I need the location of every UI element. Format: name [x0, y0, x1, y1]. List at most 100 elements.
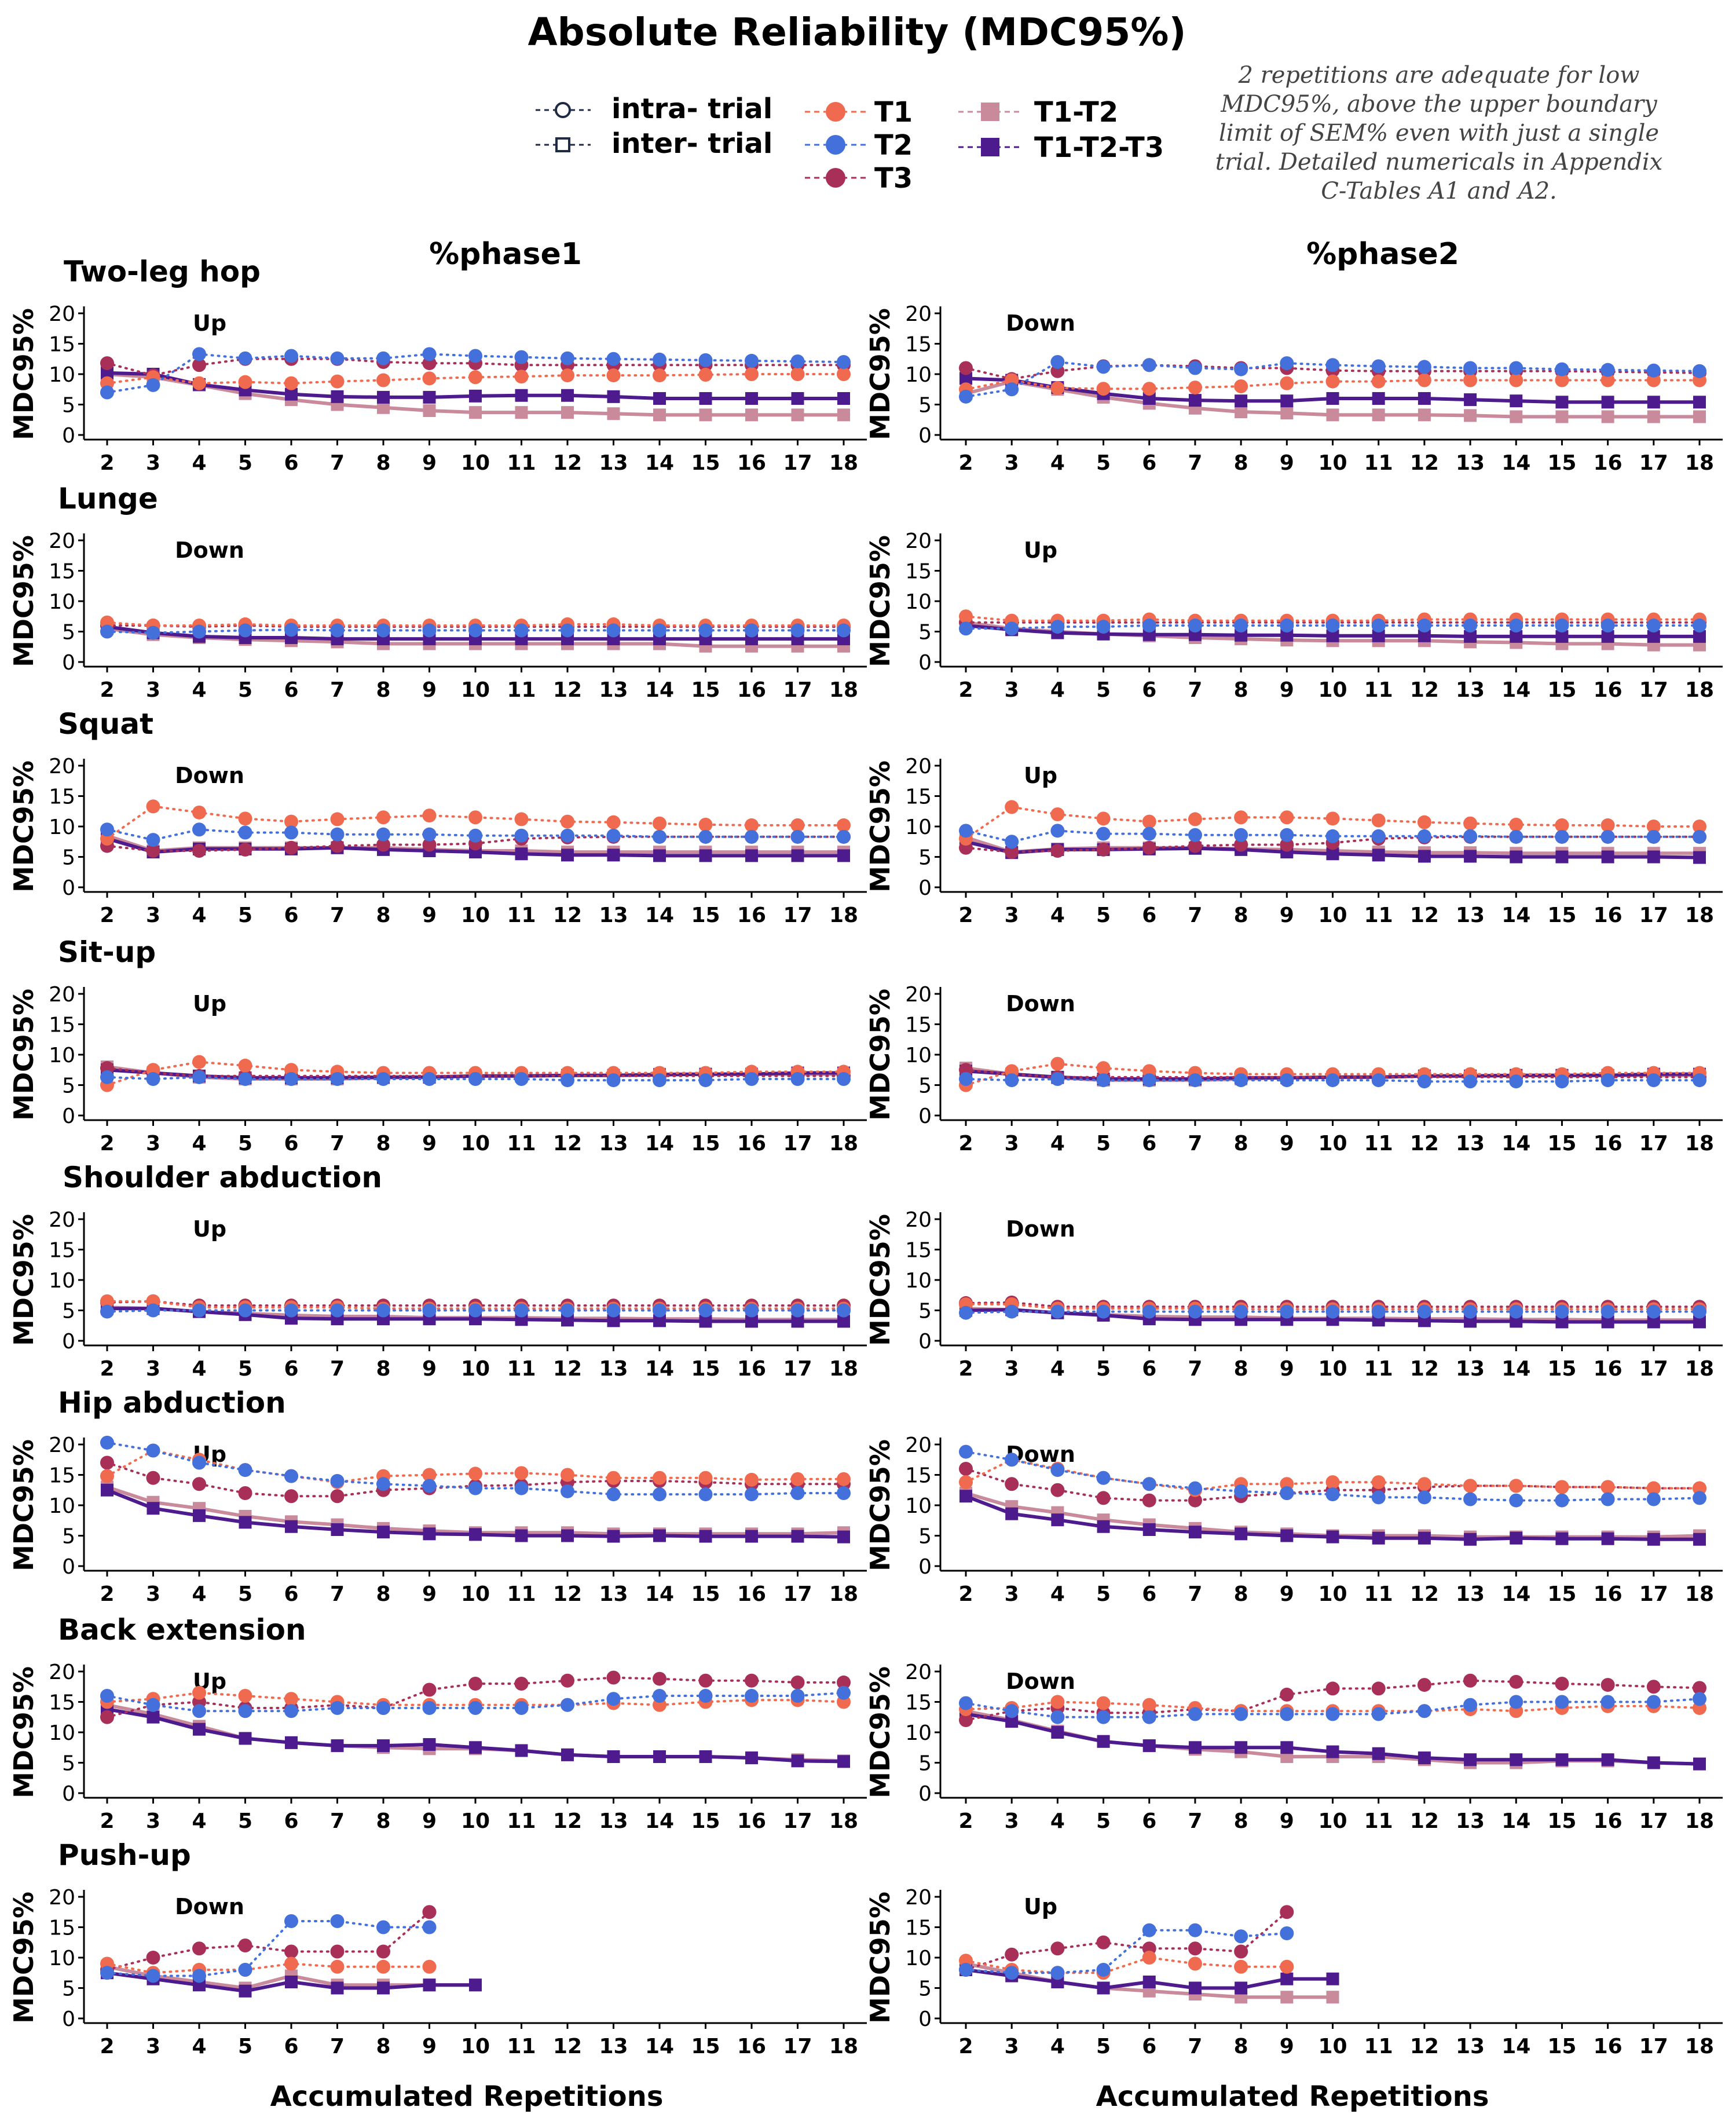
- y-tick-label: 5: [918, 394, 932, 418]
- x-tick-label: 15: [691, 1582, 720, 1606]
- x-tick-label: 17: [1639, 904, 1668, 927]
- data-point: [745, 623, 759, 638]
- data-point: [1234, 1073, 1248, 1088]
- legend-intra: intra- trial: [536, 93, 772, 125]
- series-t1: [959, 800, 1706, 846]
- data-point: [1325, 374, 1340, 389]
- y-tick-label: 10: [49, 1947, 75, 1970]
- data-point: [1646, 1304, 1661, 1319]
- data-point: [791, 392, 804, 405]
- series-t2: [959, 1692, 1706, 1724]
- data-point: [514, 812, 529, 826]
- data-point: [376, 373, 390, 387]
- data-point: [1601, 1753, 1614, 1766]
- data-point: [1463, 1074, 1478, 1089]
- data-point: [1647, 1315, 1660, 1329]
- data-point: [1050, 620, 1065, 634]
- data-point: [1096, 1935, 1111, 1950]
- data-point: [1646, 1680, 1661, 1694]
- x-tick-label: 9: [422, 1132, 437, 1155]
- legend-T123-label: T1-T2-T3: [1034, 131, 1164, 164]
- data-point: [1096, 1696, 1111, 1710]
- panel-push-up-phase1: Push-up MDC95% 0 5 10 15 20 2 3 4 5 6 7 8 9 10 11 12 13 14 1…: [8, 1838, 867, 2058]
- data-point: [1005, 1073, 1019, 1088]
- x-tick-label: 4: [1050, 451, 1065, 475]
- x-tick-label: 6: [1142, 1132, 1156, 1155]
- x-tick-label: 4: [192, 1132, 206, 1155]
- data-point: [698, 1487, 713, 1502]
- data-point: [698, 1689, 713, 1703]
- data-point: [698, 1673, 713, 1688]
- data-point: [1188, 1481, 1202, 1495]
- data-point: [1234, 828, 1248, 842]
- data-point: [1142, 1710, 1156, 1724]
- data-point: [1555, 362, 1569, 376]
- x-tick-label: 16: [1594, 678, 1623, 702]
- data-point: [653, 1073, 666, 1088]
- data-point: [1555, 1695, 1569, 1709]
- data-point: [238, 351, 252, 365]
- data-point: [1050, 1695, 1065, 1709]
- data-point: [791, 408, 804, 422]
- note: 2 repetitions are adequate for low MDC95…: [1215, 62, 1662, 204]
- data-point: [1647, 410, 1660, 423]
- x-tick-label: 5: [1096, 1357, 1111, 1381]
- series-line: [965, 1698, 1701, 1718]
- data-point: [1097, 1981, 1110, 1995]
- x-tick-label: 6: [284, 2035, 298, 2058]
- series-line: [965, 624, 1701, 630]
- note-line-5: C-Tables A1 and A2.: [1321, 178, 1556, 204]
- x-tick-label: 10: [461, 1809, 490, 1833]
- data-point: [745, 1072, 759, 1086]
- x-tick-label: 5: [1096, 2035, 1111, 2058]
- x-tick-label: 4: [1050, 1582, 1065, 1606]
- x-tick-label: 10: [1318, 1809, 1347, 1833]
- x-tick-label: 2: [100, 451, 114, 475]
- data-point: [146, 1951, 160, 1965]
- data-point: [1418, 629, 1431, 642]
- data-point: [1280, 1926, 1294, 1940]
- data-point: [514, 623, 529, 638]
- data-point: [1235, 394, 1248, 408]
- data-point: [376, 1701, 390, 1715]
- x-tick-label: 13: [1456, 1809, 1485, 1833]
- data-point: [468, 1466, 482, 1481]
- x-tick-label: 14: [645, 1582, 674, 1606]
- data-point: [146, 378, 160, 392]
- y-tick-label: 5: [918, 1752, 932, 1776]
- exercise-label: Lunge: [58, 482, 158, 515]
- x-tick-label: 18: [829, 1809, 858, 1833]
- x-tick-label: 18: [829, 1582, 858, 1606]
- data-point: [959, 609, 973, 624]
- data-point: [1646, 373, 1661, 387]
- data-point: [1555, 1753, 1569, 1766]
- x-tick-label: 17: [1639, 1132, 1668, 1155]
- data-point: [1096, 360, 1111, 374]
- data-point: [561, 1698, 574, 1712]
- x-tick-label: 9: [1280, 2035, 1294, 2058]
- data-point: [606, 352, 621, 366]
- figure-title: Absolute Reliability (MDC95%): [528, 10, 1186, 54]
- y-axis-title: MDC95%: [865, 1439, 896, 1571]
- series-line: [106, 1920, 431, 1977]
- data-point: [1050, 824, 1065, 838]
- y-tick-label: 10: [905, 590, 932, 614]
- series-t2: [100, 1303, 851, 1319]
- data-point: [1051, 1726, 1064, 1739]
- series-t2: [100, 822, 851, 847]
- data-point: [1142, 358, 1156, 372]
- x-tick-label: 2: [100, 904, 114, 927]
- y-tick-label: 10: [905, 1044, 932, 1067]
- data-point: [790, 1486, 805, 1500]
- direction-label: Up: [1024, 1894, 1057, 1919]
- data-point: [469, 406, 482, 419]
- data-point: [1188, 394, 1202, 407]
- data-point: [606, 1487, 621, 1502]
- x-tick-label: 4: [1050, 904, 1065, 927]
- data-point: [192, 1941, 206, 1956]
- x-tick-label: 3: [1005, 451, 1019, 475]
- y-tick-label: 20: [905, 1433, 932, 1457]
- panel-hip-abduction-phase1: Hip abduction MDC95% 0 5 10 15 20 2 3 4 5 6 7 8 9 10 11 1…: [8, 1386, 867, 1606]
- note-line-1: 2 repetitions are adequate for low: [1237, 62, 1639, 89]
- x-tick-label: 17: [783, 451, 812, 475]
